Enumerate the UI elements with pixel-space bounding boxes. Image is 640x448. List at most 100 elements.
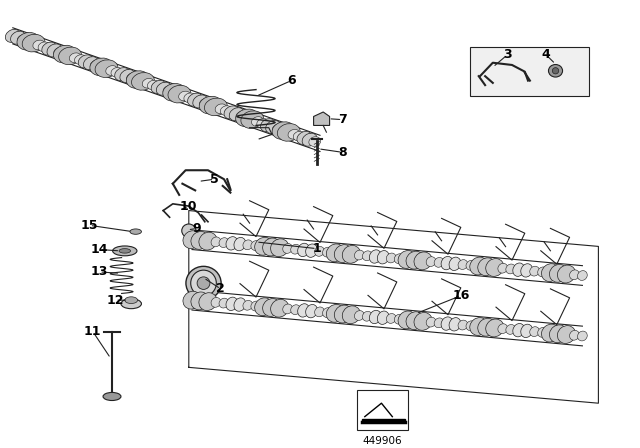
Ellipse shape bbox=[200, 99, 211, 108]
Ellipse shape bbox=[215, 104, 227, 113]
Ellipse shape bbox=[74, 55, 86, 65]
Ellipse shape bbox=[521, 324, 532, 337]
Ellipse shape bbox=[557, 326, 575, 344]
Ellipse shape bbox=[132, 73, 154, 90]
Text: 15: 15 bbox=[81, 219, 99, 232]
Text: 11: 11 bbox=[84, 325, 102, 338]
Ellipse shape bbox=[291, 305, 300, 314]
Ellipse shape bbox=[477, 258, 496, 276]
Ellipse shape bbox=[255, 237, 273, 255]
Ellipse shape bbox=[53, 45, 76, 63]
Ellipse shape bbox=[271, 299, 289, 317]
Ellipse shape bbox=[17, 34, 29, 44]
Ellipse shape bbox=[498, 263, 508, 273]
Ellipse shape bbox=[458, 260, 468, 269]
Ellipse shape bbox=[315, 246, 324, 256]
Ellipse shape bbox=[306, 244, 317, 257]
Ellipse shape bbox=[127, 73, 138, 82]
Ellipse shape bbox=[387, 314, 396, 323]
Ellipse shape bbox=[272, 122, 295, 139]
Ellipse shape bbox=[302, 133, 317, 146]
Ellipse shape bbox=[191, 232, 209, 250]
Ellipse shape bbox=[243, 240, 253, 250]
Ellipse shape bbox=[156, 82, 172, 95]
Ellipse shape bbox=[283, 304, 292, 314]
Ellipse shape bbox=[236, 111, 248, 121]
Ellipse shape bbox=[126, 71, 149, 88]
Text: 10: 10 bbox=[180, 199, 198, 213]
Ellipse shape bbox=[125, 297, 138, 304]
Ellipse shape bbox=[224, 106, 239, 119]
Ellipse shape bbox=[323, 247, 332, 257]
Ellipse shape bbox=[541, 324, 559, 342]
Ellipse shape bbox=[188, 93, 202, 106]
Ellipse shape bbox=[168, 86, 191, 103]
Ellipse shape bbox=[323, 308, 332, 318]
Ellipse shape bbox=[466, 321, 476, 331]
Ellipse shape bbox=[506, 324, 516, 334]
Ellipse shape bbox=[186, 266, 221, 300]
Ellipse shape bbox=[334, 245, 353, 263]
Ellipse shape bbox=[83, 57, 99, 70]
Ellipse shape bbox=[90, 60, 102, 70]
Ellipse shape bbox=[293, 131, 305, 141]
Ellipse shape bbox=[234, 298, 246, 311]
Text: 13: 13 bbox=[90, 265, 108, 279]
Ellipse shape bbox=[69, 53, 81, 63]
Ellipse shape bbox=[550, 264, 568, 282]
Ellipse shape bbox=[552, 68, 559, 74]
Polygon shape bbox=[314, 112, 330, 125]
Ellipse shape bbox=[130, 229, 141, 234]
Ellipse shape bbox=[477, 319, 496, 336]
Ellipse shape bbox=[538, 327, 547, 337]
Ellipse shape bbox=[54, 47, 66, 57]
Ellipse shape bbox=[106, 66, 118, 75]
Ellipse shape bbox=[449, 318, 461, 331]
Ellipse shape bbox=[506, 264, 516, 274]
Ellipse shape bbox=[306, 305, 317, 318]
Ellipse shape bbox=[355, 250, 364, 260]
Ellipse shape bbox=[226, 297, 237, 310]
Ellipse shape bbox=[470, 257, 488, 275]
Ellipse shape bbox=[111, 68, 123, 77]
Ellipse shape bbox=[255, 298, 273, 316]
Ellipse shape bbox=[197, 277, 210, 289]
Ellipse shape bbox=[193, 95, 208, 108]
Ellipse shape bbox=[406, 312, 424, 330]
Ellipse shape bbox=[191, 292, 209, 310]
Ellipse shape bbox=[434, 318, 444, 328]
Ellipse shape bbox=[78, 55, 93, 68]
Ellipse shape bbox=[151, 80, 166, 93]
Ellipse shape bbox=[251, 241, 260, 250]
Ellipse shape bbox=[10, 31, 26, 44]
Text: 2: 2 bbox=[216, 282, 225, 296]
Ellipse shape bbox=[362, 311, 372, 321]
Ellipse shape bbox=[184, 93, 196, 103]
Ellipse shape bbox=[234, 237, 246, 251]
Text: 7: 7 bbox=[338, 113, 347, 126]
Bar bbox=[470, 47, 589, 96]
Ellipse shape bbox=[183, 291, 201, 309]
Ellipse shape bbox=[513, 323, 525, 337]
Ellipse shape bbox=[33, 40, 45, 50]
Ellipse shape bbox=[521, 264, 532, 277]
Ellipse shape bbox=[47, 44, 62, 57]
Ellipse shape bbox=[498, 324, 508, 334]
Ellipse shape bbox=[441, 317, 453, 330]
Ellipse shape bbox=[394, 314, 404, 324]
Ellipse shape bbox=[211, 297, 221, 307]
Ellipse shape bbox=[486, 258, 504, 276]
Ellipse shape bbox=[530, 266, 540, 276]
Ellipse shape bbox=[163, 86, 175, 95]
Ellipse shape bbox=[513, 263, 525, 276]
Text: 14: 14 bbox=[90, 243, 108, 256]
Ellipse shape bbox=[342, 246, 360, 263]
Ellipse shape bbox=[199, 293, 217, 310]
Ellipse shape bbox=[262, 298, 281, 316]
Ellipse shape bbox=[530, 327, 540, 336]
Ellipse shape bbox=[211, 237, 221, 247]
Ellipse shape bbox=[426, 257, 436, 267]
Ellipse shape bbox=[252, 116, 264, 126]
Ellipse shape bbox=[182, 224, 196, 237]
Ellipse shape bbox=[226, 237, 237, 250]
